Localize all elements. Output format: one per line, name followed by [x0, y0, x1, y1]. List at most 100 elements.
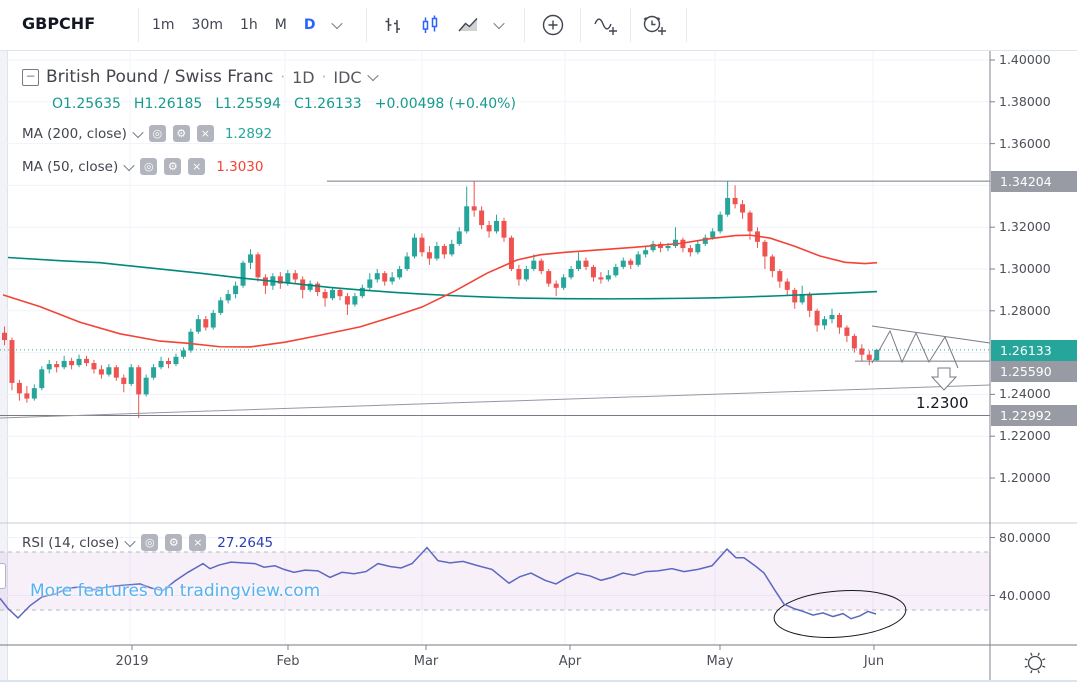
- toolbar-divider: [524, 8, 525, 42]
- chart-settings-icon-spoke: [1042, 665, 1046, 668]
- ohlc-row: O1.25635 H1.26185 L1.25594 C1.26133 +0.0…: [52, 96, 516, 112]
- price-axis-badge: 1.25590: [991, 360, 1077, 382]
- toolbar-divider: [366, 8, 367, 42]
- chart-settings-icon-spoke: [1024, 665, 1028, 668]
- toolbar-divider: [138, 8, 139, 42]
- collapse-pane-icon[interactable]: −: [22, 68, 39, 86]
- symbol-title[interactable]: British Pound / Swiss Franc: [46, 67, 274, 87]
- rsi-label[interactable]: RSI (14, close): [22, 534, 120, 551]
- chart-type-group: [382, 0, 505, 50]
- compare-group: [540, 0, 566, 50]
- chart-settings-icon-spoke: [1042, 658, 1046, 661]
- zigzag-pattern: [871, 329, 959, 369]
- toolbar-divider: [630, 8, 631, 42]
- drawing-toolbar-handle[interactable]: [0, 563, 6, 589]
- alert-group: [640, 0, 670, 50]
- price-axis-badge: 1.26133: [991, 339, 1077, 361]
- interval-switcher: 1m 30m 1h M D: [152, 0, 343, 50]
- price-axis-label: 1.20000: [999, 470, 1051, 485]
- interval-D[interactable]: D: [303, 17, 316, 33]
- ellipse-annotation: [773, 590, 907, 638]
- ma200-label[interactable]: MA (200, close): [22, 125, 127, 142]
- symbol-name[interactable]: GBPCHF: [22, 14, 96, 33]
- time-axis-label: Feb: [276, 654, 300, 669]
- price-axis-label: 1.32000: [999, 219, 1051, 235]
- time-axis-label: Jun: [863, 654, 885, 669]
- ma200-value: 1.2892: [224, 125, 273, 142]
- chevron-down-icon[interactable]: [132, 126, 144, 138]
- settings-gear-icon[interactable]: ⚙: [165, 534, 183, 551]
- chart-settings-icon-spoke: [1037, 670, 1040, 674]
- interval-M[interactable]: M: [274, 17, 287, 33]
- ma50-value: 1.3030: [216, 158, 264, 175]
- time-axis-label: Mar: [413, 654, 439, 669]
- high-value: H1.26185: [133, 96, 203, 112]
- price-axis-label: 1.24000: [999, 386, 1051, 402]
- trend-line: [871, 325, 991, 344]
- rsi-band: [0, 552, 990, 610]
- chart-settings-icon-spoke: [1030, 652, 1033, 656]
- toolbar-divider: [686, 8, 687, 42]
- time-axis-label: 2019: [115, 654, 149, 669]
- price-axis-badge: 1.34204: [991, 170, 1077, 192]
- symbol-exchange: IDC: [333, 67, 362, 87]
- chart-settings-icon-spoke: [1024, 658, 1028, 661]
- interval-30m[interactable]: 30m: [191, 17, 223, 33]
- remove-icon[interactable]: ×: [188, 158, 206, 175]
- indicators-icon[interactable]: [592, 12, 622, 38]
- price-axis-badge: 1.22992: [991, 404, 1077, 426]
- dot-separator: ·: [321, 68, 327, 86]
- dot-separator: ·: [280, 68, 286, 86]
- low-value: L1.25594: [215, 96, 282, 112]
- symbol-legend: − British Pound / Swiss Franc · 1D · IDC: [22, 67, 379, 87]
- ma50-line: [2, 234, 878, 348]
- chevron-down-icon[interactable]: [493, 17, 505, 30]
- symbol-interval: 1D: [292, 67, 315, 87]
- time-axis-label: May: [706, 654, 734, 669]
- interval-1m[interactable]: 1m: [152, 17, 175, 33]
- chevron-down-icon[interactable]: [123, 159, 135, 171]
- down-arrow-annotation: [930, 367, 958, 391]
- settings-gear-icon[interactable]: ⚙: [164, 158, 182, 175]
- ma50-legend: MA (50, close) ◎ ⚙ × 1.3030: [22, 158, 264, 175]
- ma200-legend: MA (200, close) ◎ ⚙ × 1.2892: [22, 125, 272, 142]
- ma50-label[interactable]: MA (50, close): [22, 158, 119, 175]
- visibility-toggle-icon[interactable]: ◎: [140, 158, 158, 175]
- remove-icon[interactable]: ×: [189, 534, 207, 551]
- area-icon[interactable]: [456, 14, 480, 36]
- price-axis-label: 1.36000: [999, 135, 1051, 151]
- chart-settings-icon-spoke: [1037, 652, 1040, 656]
- price-axis-label: 1.22000: [999, 428, 1051, 444]
- indicators-group: [592, 0, 622, 50]
- tradingview-watermark[interactable]: More features on tradingview.com: [30, 581, 321, 601]
- price-axis-label: 1.40000: [999, 52, 1051, 67]
- rsi-axis-label: 40.0000: [999, 587, 1051, 603]
- visibility-toggle-icon[interactable]: ◎: [141, 534, 159, 551]
- alert-clock-icon[interactable]: [640, 11, 670, 39]
- price-axis-label: 1.38000: [999, 93, 1051, 109]
- chevron-down-icon[interactable]: [124, 535, 136, 547]
- rsi-value: 27.2645: [217, 534, 274, 551]
- visibility-toggle-icon[interactable]: ◎: [148, 125, 166, 142]
- trend-line: [0, 384, 991, 419]
- close-value: C1.26133: [294, 96, 362, 112]
- price-target-label: 1.2300: [916, 394, 969, 412]
- top-toolbar: GBPCHF 1m 30m 1h M D: [0, 0, 1077, 51]
- candles-icon[interactable]: [419, 14, 441, 36]
- price-axis-label: 1.30000: [999, 261, 1051, 276]
- settings-gear-icon[interactable]: ⚙: [172, 125, 190, 142]
- ma200-line: [7, 256, 878, 300]
- time-axis-label: Apr: [558, 654, 582, 669]
- chevron-down-icon[interactable]: [366, 69, 379, 82]
- interval-1h[interactable]: 1h: [240, 17, 258, 33]
- bars-icon[interactable]: [382, 14, 404, 36]
- chevron-down-icon[interactable]: [330, 17, 343, 30]
- open-value: O1.25635: [52, 96, 121, 112]
- rsi-axis-label: 80.0000: [999, 529, 1051, 545]
- toolbar-divider: [580, 8, 581, 42]
- compare-plus-icon[interactable]: [540, 12, 566, 38]
- remove-icon[interactable]: ×: [196, 125, 214, 142]
- chart-settings-icon[interactable]: [1027, 655, 1043, 671]
